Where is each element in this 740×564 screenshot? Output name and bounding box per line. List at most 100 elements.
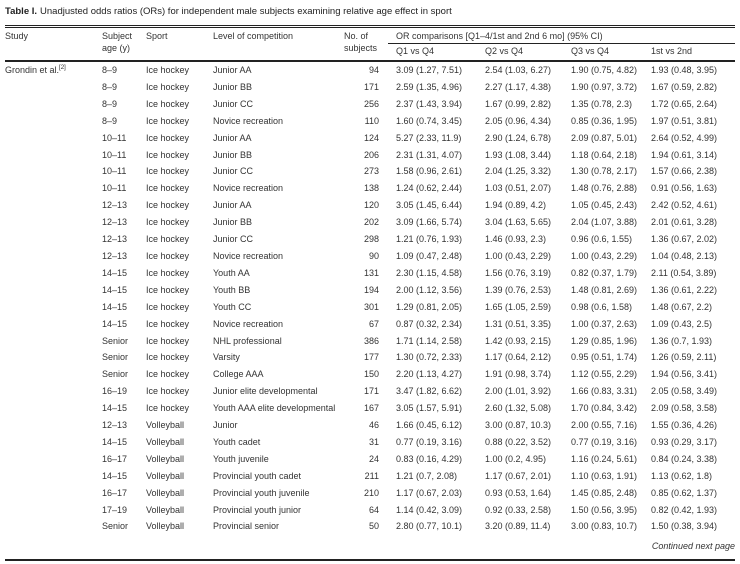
cell-q2-vs-q4: 1.65 (1.05, 2.59) xyxy=(485,301,552,312)
cell-q3-vs-q4: 0.98 (0.6, 1.58) xyxy=(571,301,633,312)
cell-q3-vs-q4: 1.50 (0.56, 3.95) xyxy=(571,504,638,515)
cell-subject-age: 8–9 xyxy=(102,98,118,109)
cell-q2-vs-q4: 3.20 (0.89, 11.4) xyxy=(485,521,551,532)
cell-q1-vs-q4: 1.58 (0.96, 2.61) xyxy=(396,166,463,177)
cell-q3-vs-q4: 1.00 (0.43, 2.29) xyxy=(571,250,638,261)
cell-study xyxy=(5,299,102,316)
column-header-q2-vs-q4: Q2 vs Q4 xyxy=(485,45,524,56)
cell-subjects: 110 xyxy=(364,115,379,126)
cell-subjects: 171 xyxy=(363,386,379,397)
cell-sport: Ice hockey xyxy=(146,352,190,363)
cell-subject-age: Senior xyxy=(102,369,129,380)
cell-level: Novice recreation xyxy=(213,318,284,329)
cell-subjects: 120 xyxy=(363,200,379,211)
column-header-q1-vs-q4: Q1 vs Q4 xyxy=(396,45,435,56)
cell-1st-vs-2nd: 1.67 (0.59, 2.82) xyxy=(651,81,718,92)
column-header-level: Level of competition xyxy=(213,31,294,41)
cell-study xyxy=(5,349,102,366)
cell-sport: Ice hockey xyxy=(146,284,190,295)
cell-subjects: 177 xyxy=(363,352,379,363)
cell-q1-vs-q4: 1.29 (0.81, 2.05) xyxy=(396,301,463,312)
cell-q1-vs-q4: 3.05 (1.57, 5.91) xyxy=(396,403,463,414)
column-header-subject-age: Subject age (y) xyxy=(102,31,133,53)
continued-note: Continued next page xyxy=(651,541,735,552)
cell-subject-age: Senior xyxy=(102,521,129,532)
cell-sport: Volleyball xyxy=(146,487,185,498)
cell-sport: Volleyball xyxy=(146,453,185,464)
cell-q2-vs-q4: 1.42 (0.93, 2.15) xyxy=(485,335,552,346)
table-row: 14–15 Ice hockey Youth AAA elite developme… xyxy=(5,400,735,417)
cell-q2-vs-q4: 1.46 (0.93, 2.3) xyxy=(485,234,547,245)
cell-subjects: 211 xyxy=(364,470,379,481)
cell-q3-vs-q4: 2.00 (0.55, 7.16) xyxy=(571,420,638,431)
cell-1st-vs-2nd: 1.09 (0.43, 2.5) xyxy=(651,318,713,329)
cell-study xyxy=(5,197,102,214)
cell-sport: Volleyball xyxy=(146,504,185,515)
cell-study xyxy=(5,96,102,113)
cell-1st-vs-2nd: 2.11 (0.54, 3.89) xyxy=(651,267,717,278)
cell-study xyxy=(5,383,102,400)
cell-q2-vs-q4: 1.56 (0.76, 3.19) xyxy=(485,267,552,278)
cell-q2-vs-q4: 1.67 (0.99, 2.82) xyxy=(485,98,552,109)
table-row: Grondin et al.[2] 8–9 Ice hockey Junior AA 9… xyxy=(5,60,736,79)
cell-q3-vs-q4: 1.90 (0.75, 4.82) xyxy=(563,60,643,79)
cell-subjects: 31 xyxy=(368,436,379,447)
cell-1st-vs-2nd: 0.93 (0.29, 3.17) xyxy=(651,436,718,447)
cell-q3-vs-q4: 1.05 (0.45, 2.43) xyxy=(571,200,638,211)
cell-study xyxy=(5,180,102,197)
cell-1st-vs-2nd: 2.05 (0.58, 3.49) xyxy=(651,386,718,397)
cell-subject-age: 17–19 xyxy=(102,504,128,515)
cell-1st-vs-2nd: 0.85 (0.62, 1.37) xyxy=(651,487,718,498)
cell-sport: Ice hockey xyxy=(146,386,190,397)
cell-1st-vs-2nd: 1.94 (0.61, 3.14) xyxy=(651,149,718,160)
cell-q3-vs-q4: 2.09 (0.87, 5.01) xyxy=(571,132,638,143)
cell-1st-vs-2nd: 1.50 (0.38, 3.94) xyxy=(651,521,718,532)
cell-subjects: 90 xyxy=(368,250,379,261)
cell-study xyxy=(5,163,102,180)
table-row: 14–15 Volleyball Youth cadet 31 0.77 (0.19, … xyxy=(5,434,735,451)
cell-q2-vs-q4: 2.05 (0.96, 4.34) xyxy=(485,115,552,126)
cell-q2-vs-q4: 2.60 (1.32, 5.08) xyxy=(485,403,552,414)
cell-q2-vs-q4: 1.31 (0.51, 3.35) xyxy=(485,318,552,329)
cell-study xyxy=(5,130,102,147)
cell-sport: Ice hockey xyxy=(146,60,213,79)
cell-sport: Ice hockey xyxy=(146,403,190,414)
cell-1st-vs-2nd: 1.48 (0.67, 2.2) xyxy=(651,301,713,312)
cell-1st-vs-2nd: 1.36 (0.61, 2.22) xyxy=(651,284,718,295)
cell-q1-vs-q4: 0.77 (0.19, 3.16) xyxy=(396,436,463,447)
cell-q3-vs-q4: 0.82 (0.37, 1.79) xyxy=(571,267,638,278)
cell-subjects: 273 xyxy=(363,166,379,177)
cell-q1-vs-q4: 1.24 (0.62, 2.44) xyxy=(396,183,463,194)
cell-sport: Ice hockey xyxy=(146,81,190,92)
cell-study xyxy=(5,79,102,96)
table-row: 17–19 Volleyball Provincial youth junior 64… xyxy=(5,502,735,519)
cell-q3-vs-q4: 1.00 (0.37, 2.63) xyxy=(571,318,638,329)
cell-q2-vs-q4: 2.54 (1.03, 6.27) xyxy=(477,60,563,79)
cell-level: Youth BB xyxy=(213,284,251,295)
cell-1st-vs-2nd: 1.13 (0.62, 1.8) xyxy=(651,470,713,481)
column-header-subjects: No. of subjects xyxy=(344,31,378,53)
cell-q3-vs-q4: 1.10 (0.63, 1.91) xyxy=(571,470,638,481)
cell-subject-age: 10–11 xyxy=(102,166,127,177)
cell-subjects: 202 xyxy=(363,217,379,228)
cell-q1-vs-q4: 2.30 (1.15, 4.58) xyxy=(396,267,463,278)
cell-subject-age: 14–15 xyxy=(102,470,128,481)
cell-q2-vs-q4: 1.17 (0.67, 2.01) xyxy=(485,470,552,481)
cell-q2-vs-q4: 3.00 (0.87, 10.3) xyxy=(485,420,552,431)
cell-sport: Ice hockey xyxy=(146,115,190,126)
cell-study xyxy=(5,468,102,485)
cell-q1-vs-q4: 3.05 (1.45, 6.44) xyxy=(396,200,463,211)
cell-q1-vs-q4: 1.71 (1.14, 2.58) xyxy=(396,335,463,346)
cell-q2-vs-q4: 2.90 (1.24, 6.78) xyxy=(485,132,552,143)
cell-level: Novice recreation xyxy=(213,183,284,194)
cell-subject-age: 14–15 xyxy=(102,436,128,447)
cell-q1-vs-q4: 2.59 (1.35, 4.96) xyxy=(396,81,463,92)
cell-study xyxy=(5,502,102,519)
column-header-or-comparisons: OR comparisons [Q1–4/1st and 2nd 6 mo] (… xyxy=(388,26,736,44)
table-row: 12–13 Volleyball Junior 46 1.66 (0.45, 6.12)… xyxy=(5,417,735,434)
table-row: 14–15 Ice hockey Youth BB 194 2.00 (1.12, 3.… xyxy=(5,282,735,299)
cell-sport: Ice hockey xyxy=(146,234,190,245)
cell-subject-age: 16–17 xyxy=(102,453,128,464)
table-row: 14–15 Ice hockey Youth AA 131 2.30 (1.15, 4.… xyxy=(5,265,735,282)
cell-q1-vs-q4: 1.30 (0.72, 2.33) xyxy=(396,352,463,363)
